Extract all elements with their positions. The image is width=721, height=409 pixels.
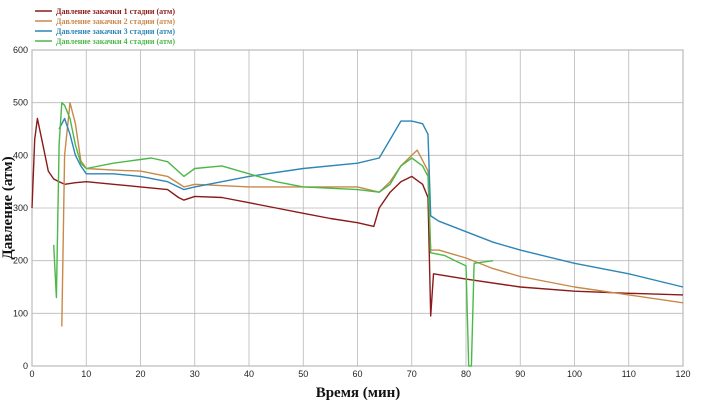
y-tick-labels: 0 100 200 300 400 500 600 (13, 45, 28, 371)
y-tick-label: 0 (23, 361, 28, 371)
x-tick-label: 60 (352, 369, 362, 379)
x-tick-label: 70 (407, 369, 417, 379)
y-tick-label: 200 (13, 256, 28, 266)
x-tick-label: 100 (567, 369, 582, 379)
series-line-3 (58, 117, 684, 288)
legend-label: Давление закачки 3 стадии (атм) (56, 27, 175, 36)
y-tick-label: 500 (13, 98, 28, 108)
x-tick-label: 50 (298, 369, 308, 379)
x-axis-title: Время (мин) (316, 385, 401, 401)
y-tick-label: 300 (13, 203, 28, 213)
x-tick-label: 10 (81, 369, 91, 379)
x-tick-label: 90 (515, 369, 525, 379)
grid (31, 49, 684, 367)
x-tick-label: 30 (190, 369, 200, 379)
y-tick-label: 400 (13, 150, 28, 160)
x-tick-label: 0 (29, 369, 34, 379)
y-tick-label: 100 (13, 308, 28, 318)
legend-label: Давление закачки 4 стадии (атм) (56, 37, 175, 46)
x-tick-label: 40 (244, 369, 254, 379)
legend-label: Давление закачки 1 стадии (атм) (56, 7, 175, 16)
x-tick-label: 20 (135, 369, 145, 379)
legend: Давление закачки 1 стадии (атм)Давление … (35, 7, 175, 46)
series-line-4 (53, 102, 494, 367)
y-axis-title: Давление (атм) (0, 156, 16, 259)
x-tick-label: 80 (461, 369, 471, 379)
legend-label: Давление закачки 2 стадии (атм) (56, 17, 175, 26)
x-tick-label: 120 (675, 369, 690, 379)
series-lines (31, 102, 684, 367)
x-tick-labels: 0 10 20 30 40 50 60 70 80 90 100 110 120 (29, 369, 690, 379)
x-tick-label: 110 (622, 369, 636, 379)
y-tick-label: 600 (13, 45, 28, 55)
